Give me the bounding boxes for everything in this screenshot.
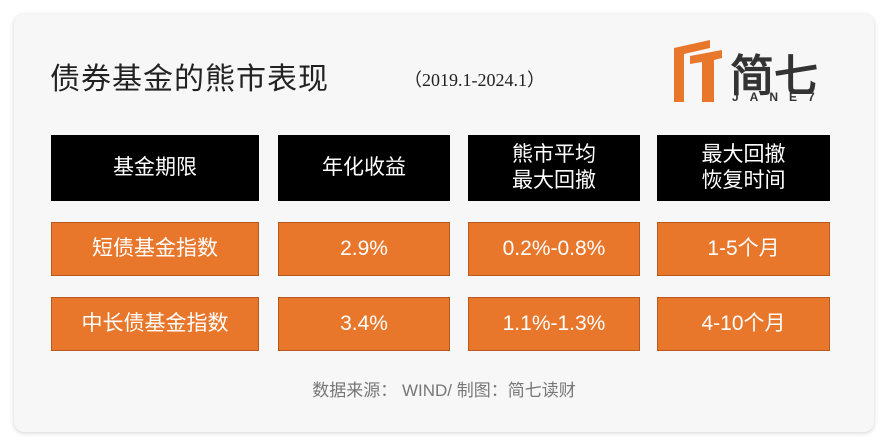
column-header: 熊市平均 最大回撤 [468, 135, 640, 201]
subtitle: （2019.1-2024.1） [404, 70, 545, 90]
table-cell: 0.2%-0.8% [468, 222, 640, 276]
table-cell: 1.1%-1.3% [468, 297, 640, 351]
header-line: 恢复时间 [701, 169, 786, 192]
column-header: 年化收益 [278, 135, 450, 201]
table-cell: 4-10个月 [657, 297, 830, 351]
header-line: 年化收益 [322, 155, 406, 179]
header-line: 最大回撤 [701, 142, 786, 166]
table-cell: 短债基金指数 [51, 222, 259, 276]
column-header: 基金期限 [51, 135, 259, 201]
logo-latin: JANE7 [732, 90, 826, 104]
card: 债券基金的熊市表现 （2019.1-2024.1） 简七 JANE7 基金期限 … [14, 14, 874, 432]
header-line: 最大回撤 [512, 169, 596, 192]
logo-name: 简七 [730, 52, 818, 101]
table-cell: 中长债基金指数 [51, 297, 259, 351]
header-line: 熊市平均 [512, 142, 596, 166]
title: 债券基金的熊市表现 [50, 63, 329, 96]
column-header: 最大回撤 恢复时间 [657, 135, 830, 201]
table-cell: 3.4% [278, 297, 450, 351]
source-note: 数据来源： WIND/ 制图：简七读财 [312, 381, 576, 400]
header-line: 基金期限 [113, 155, 197, 179]
table-cell: 1-5个月 [657, 222, 830, 276]
table-cell: 2.9% [278, 222, 450, 276]
logo-icon [674, 40, 722, 102]
